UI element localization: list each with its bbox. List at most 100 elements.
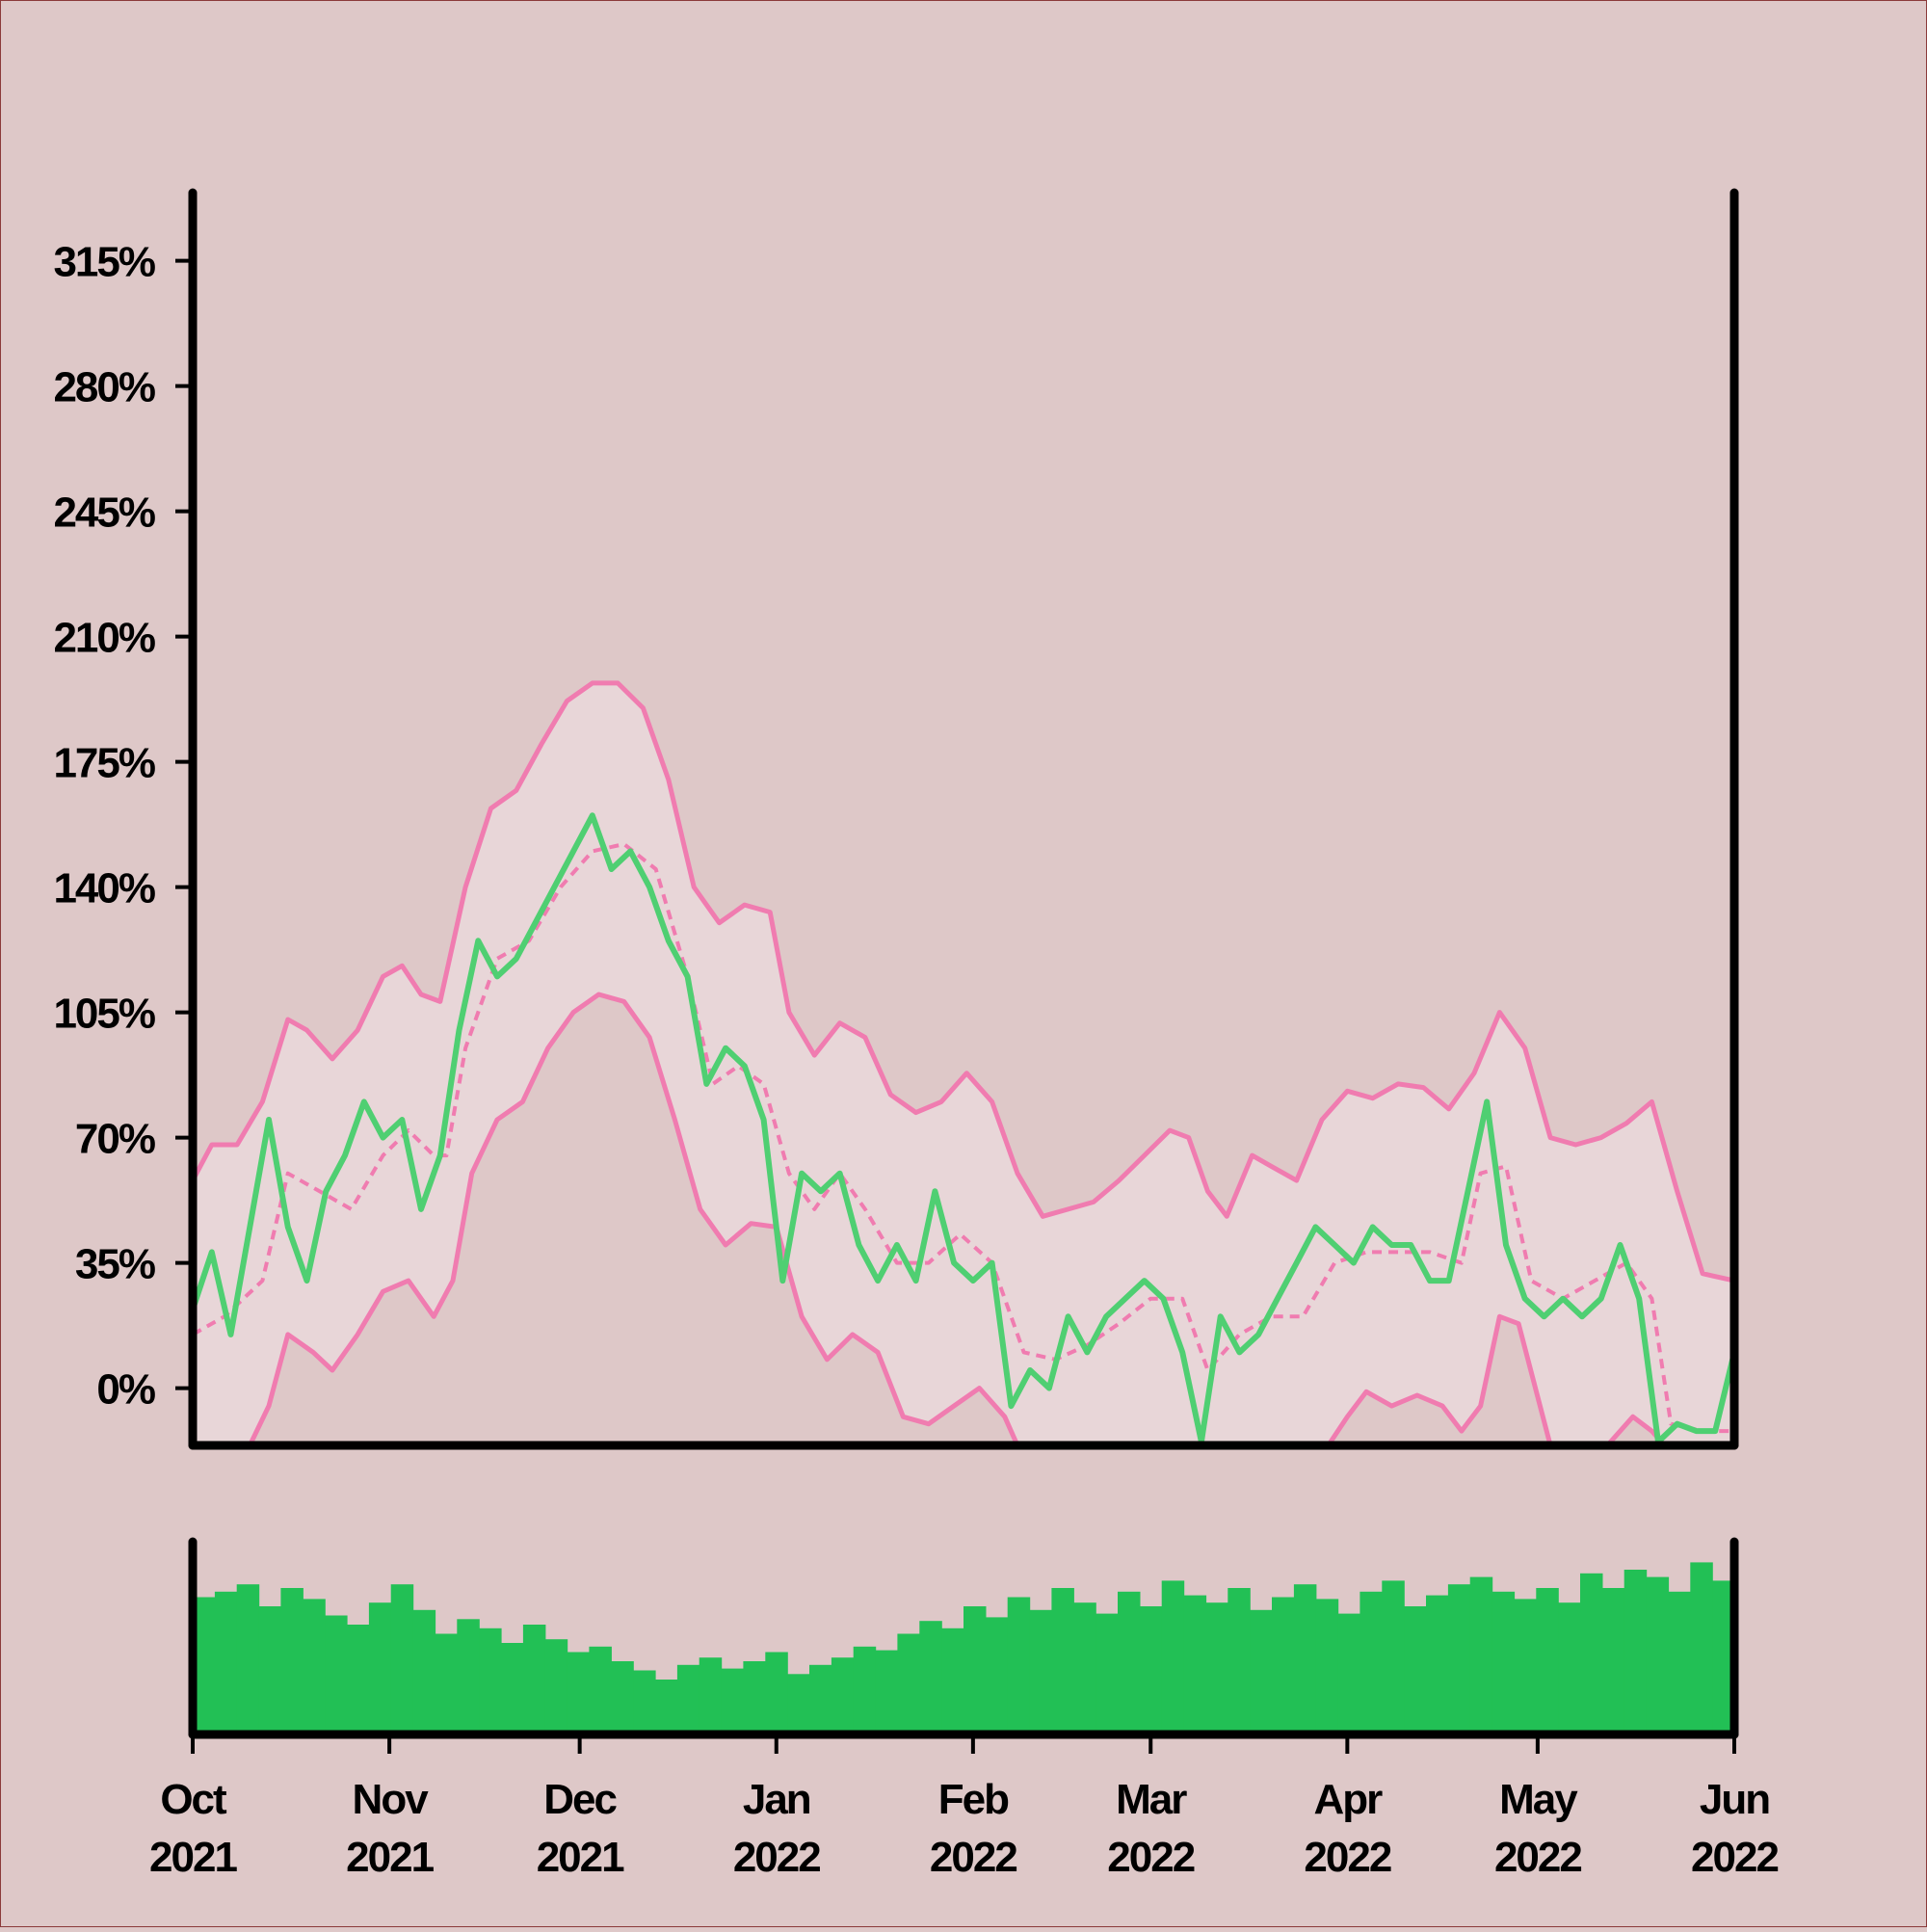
x-tick-label-year: 2022 (1494, 1834, 1581, 1881)
x-tick-label-month: Apr (1313, 1776, 1383, 1823)
volume-bar (1601, 1588, 1625, 1734)
y-tick-label: 35% (75, 1241, 155, 1288)
volume-bar (1469, 1576, 1493, 1734)
volume-bar (1558, 1602, 1581, 1734)
volume-bar (1051, 1588, 1074, 1734)
y-tick-label: 175% (53, 740, 154, 787)
volume-bar (699, 1657, 723, 1734)
y-tick-label: 245% (53, 490, 154, 537)
volume-bar (941, 1628, 964, 1734)
volume-panel (188, 1537, 1739, 1739)
x-tick-label-year: 2022 (1304, 1834, 1390, 1881)
volume-bar (1382, 1580, 1405, 1734)
x-tick-label-month: Jun (1700, 1776, 1769, 1823)
volume-bar (214, 1591, 238, 1734)
x-tick-label-month: May (1499, 1776, 1578, 1823)
y-tick-label: 105% (53, 991, 154, 1038)
moving-average-line (193, 842, 1734, 1434)
volume-bar (1690, 1562, 1713, 1734)
volume-bar (611, 1661, 634, 1734)
x-tick-label-year: 2022 (930, 1834, 1016, 1881)
volume-bar (435, 1633, 458, 1734)
volume-bar (1712, 1580, 1735, 1734)
lower-band-line (248, 992, 1667, 1445)
volume-bar (522, 1625, 546, 1734)
price-panel (188, 188, 1739, 1450)
volume-bar (280, 1588, 304, 1734)
x-tick-label-month: Mar (1116, 1776, 1187, 1823)
volume-bar (787, 1674, 810, 1734)
volume-bar (567, 1652, 591, 1734)
volume-bar (457, 1619, 480, 1734)
x-tick-label-year: 2022 (1691, 1834, 1778, 1881)
volume-bar (1536, 1588, 1559, 1734)
price-line (193, 812, 1734, 1445)
volume-bar (721, 1668, 745, 1734)
y-tick-label: 210% (53, 615, 154, 662)
x-tick-label-year: 2021 (346, 1834, 434, 1881)
volume-bar (544, 1639, 568, 1734)
upper-band-line (193, 680, 1734, 1284)
volume-bar (1491, 1591, 1516, 1734)
volume-bar (1426, 1595, 1449, 1734)
volume-bar (1404, 1606, 1427, 1734)
volume-bar (765, 1652, 788, 1734)
volume-bar (236, 1584, 260, 1734)
y-tick-label: 0% (96, 1366, 154, 1414)
y-tick-label: 315% (53, 239, 154, 286)
volume-bar (589, 1646, 612, 1734)
y-axis: 0% 35% 70% 105% 140% 175% 210% 245% 280% 315% (53, 239, 193, 1414)
x-tick-label-month: Oct (160, 1776, 227, 1823)
volume-bar (412, 1609, 436, 1734)
volume-bar (1227, 1588, 1251, 1734)
volume-bar (1250, 1609, 1273, 1734)
volume-bar (1447, 1584, 1471, 1734)
volume-bar (897, 1633, 920, 1734)
x-tick-label-month: Feb (938, 1776, 1009, 1823)
volume-bar (985, 1617, 1009, 1734)
volume-bar (501, 1643, 524, 1734)
volume-bar (1580, 1573, 1603, 1734)
x-tick-label-month: Nov (353, 1776, 430, 1823)
volume-bar (390, 1584, 414, 1734)
volume-bar (676, 1664, 700, 1734)
volume-bar (1139, 1606, 1163, 1734)
x-tick-label-year: 2022 (733, 1834, 820, 1881)
volume-bar (325, 1615, 348, 1734)
volume-bar (1073, 1602, 1096, 1734)
x-tick-label-year: 2021 (537, 1834, 624, 1881)
volume-bar (1095, 1613, 1119, 1734)
volume-bar (853, 1646, 877, 1734)
volume-bar (1514, 1599, 1537, 1734)
volume-bar (1337, 1613, 1361, 1734)
volume-bar (743, 1661, 766, 1734)
volume-bar (479, 1628, 502, 1734)
volume-bar (633, 1670, 656, 1734)
x-axis: Oct 2021 Nov 2021 Dec 2021 Jan 2022 Feb 2022 Mar 20… (149, 1734, 1780, 1881)
volume-bar (1183, 1595, 1207, 1734)
volume-bar (193, 1597, 216, 1734)
volume-bar (1646, 1576, 1670, 1734)
volume-bar (1118, 1591, 1141, 1734)
volume-bar (347, 1625, 370, 1734)
volume-bar (303, 1599, 326, 1734)
x-tick-label-year: 2021 (149, 1834, 237, 1881)
volume-bar (1007, 1597, 1031, 1734)
volume-bar (1623, 1570, 1648, 1734)
volume-bar (1029, 1609, 1053, 1734)
y-tick-label: 70% (75, 1116, 155, 1163)
volume-bar (1359, 1591, 1383, 1734)
volume-bar (1293, 1584, 1317, 1734)
volume-bar (1315, 1599, 1339, 1734)
x-tick-label-year: 2022 (1107, 1834, 1194, 1881)
x-tick-label-month: Jan (743, 1776, 810, 1823)
volume-bar (258, 1606, 282, 1734)
x-tick-label-month: Dec (543, 1776, 617, 1823)
volume-bar (809, 1664, 832, 1734)
volume-bar (1272, 1597, 1295, 1734)
volume-bar (1668, 1591, 1691, 1734)
volume-bar (1205, 1602, 1228, 1734)
plot-area (193, 680, 1734, 1445)
